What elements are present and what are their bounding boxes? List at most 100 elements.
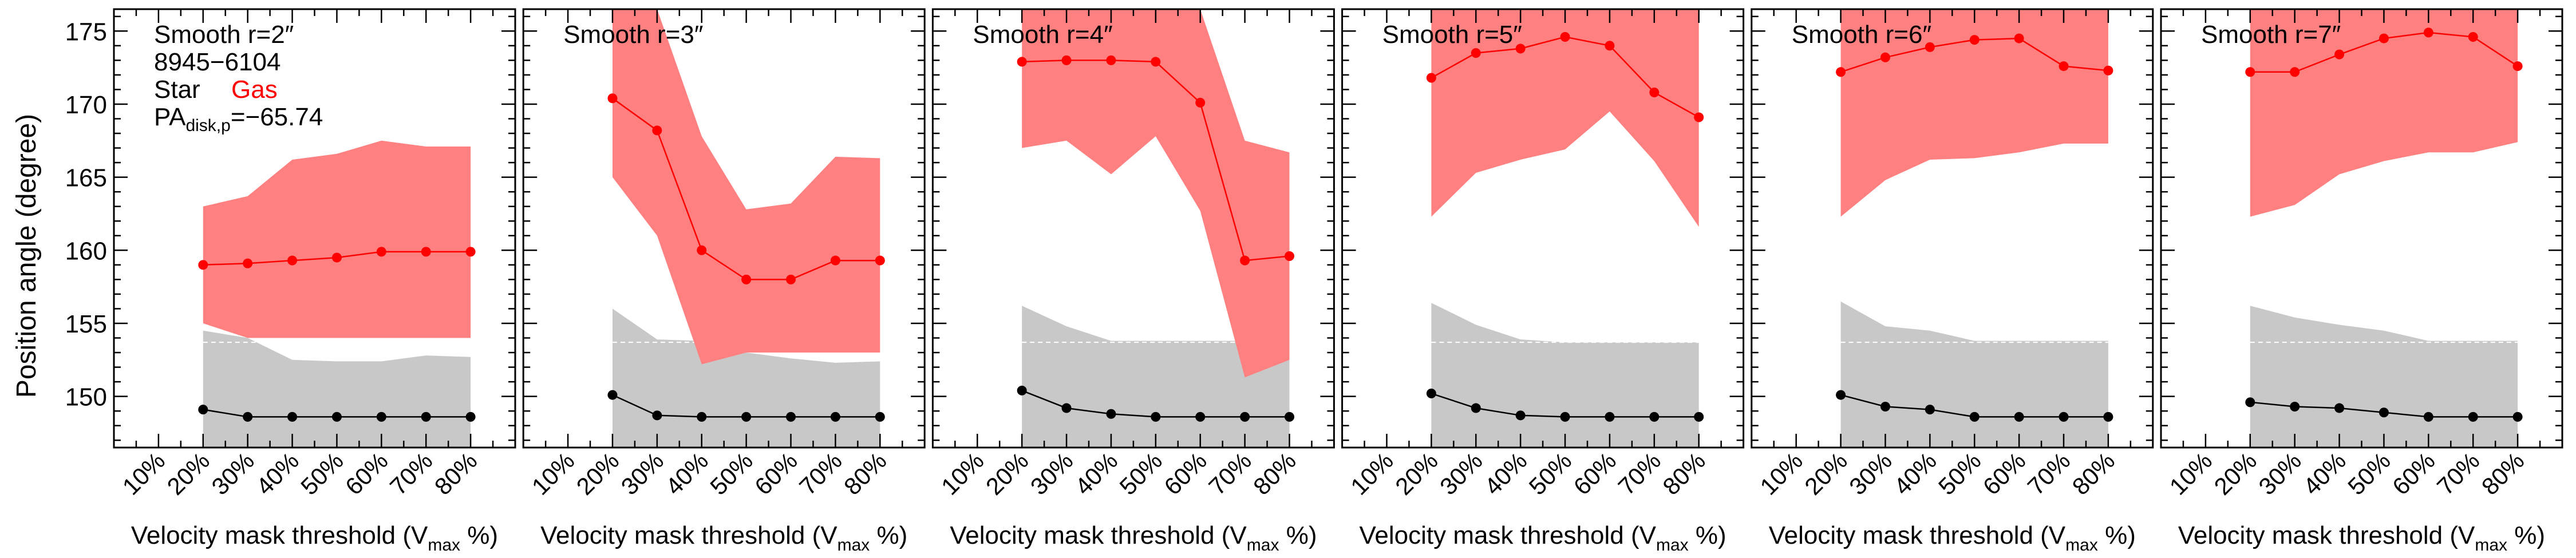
panel-3: 10%20%30%40%50%60%70%80%Velocity mask th… <box>931 8 1335 555</box>
star-point <box>2512 411 2523 422</box>
star-point <box>1151 411 1161 422</box>
star-uncertainty-band <box>1022 306 1290 448</box>
panel-title: Smooth r=4″ <box>973 21 1112 49</box>
gas-point <box>1560 32 1570 42</box>
star-uncertainty-band <box>2250 306 2518 448</box>
star-point <box>1017 385 1027 395</box>
pa-subscript: disk,p <box>185 116 230 135</box>
x-axis-title-tail: %) <box>2098 521 2136 549</box>
star-point <box>2468 411 2478 422</box>
panel-title: Smooth r=2″ <box>154 21 294 49</box>
star-point <box>376 411 386 422</box>
gas-point <box>2379 33 2389 43</box>
y-axis-title: Position angle (degree) <box>11 114 42 398</box>
x-axis-title-main: Velocity mask threshold (V <box>1769 521 2066 549</box>
gas-point <box>1061 55 1072 65</box>
gas-point <box>1836 67 1846 77</box>
star-point <box>1925 405 1935 415</box>
x-axis-title-main: Velocity mask threshold (V <box>2178 521 2475 549</box>
gas-point <box>1195 97 1206 108</box>
star-point <box>875 411 885 422</box>
gas-point <box>1515 43 1526 54</box>
gas-point <box>376 247 386 257</box>
gas-point <box>2512 61 2523 72</box>
star-point <box>741 411 752 422</box>
x-axis-title-tail: %) <box>1279 521 1317 549</box>
x-axis-title: Velocity mask threshold (Vmax %) <box>540 521 907 555</box>
gas-point <box>1151 57 1161 67</box>
panel-title: Smooth r=3″ <box>563 21 703 49</box>
star-point <box>2014 411 2024 422</box>
gas-point <box>2014 33 2024 43</box>
galaxy-id-label: 8945−6104 <box>154 48 280 76</box>
x-axis-title-tail: %) <box>1689 521 1726 549</box>
gas-point <box>1880 52 1890 62</box>
x-axis-title-main: Velocity mask threshold (V <box>540 521 837 549</box>
gas-point <box>1471 48 1481 58</box>
gas-point <box>1694 112 1704 122</box>
gas-point <box>2423 27 2433 38</box>
star-point <box>1061 403 1072 413</box>
legend-star-label: Star <box>154 76 200 104</box>
x-axis-title-main: Velocity mask threshold (V <box>1360 521 1657 549</box>
gas-uncertainty-band <box>1840 9 2108 217</box>
gas-point <box>1240 255 1250 266</box>
panel-title: Smooth r=6″ <box>1792 21 1931 49</box>
x-axis-title: Velocity mask threshold (Vmax %) <box>1769 521 2136 555</box>
x-axis-title-sub: max <box>1247 536 1279 555</box>
star-point <box>1106 409 1116 419</box>
gas-point <box>243 258 253 268</box>
star-point <box>331 411 342 422</box>
y-tick-label: 155 <box>65 310 107 338</box>
gas-point <box>607 93 618 104</box>
gas-point <box>1106 55 1116 65</box>
y-tick-label: 165 <box>65 164 107 192</box>
gas-uncertainty-band <box>203 140 471 338</box>
gas-uncertainty-band <box>2250 9 2518 217</box>
gas-uncertainty-band <box>1431 9 1699 227</box>
star-uncertainty-band <box>1840 301 2108 448</box>
x-axis-title-sub: max <box>1656 536 1689 555</box>
star-point <box>1836 390 1846 400</box>
star-point <box>2245 397 2255 407</box>
pa-value: =−65.74 <box>231 103 323 131</box>
panel-title: Smooth r=5″ <box>1382 21 1522 49</box>
gas-point <box>652 125 662 136</box>
gas-point <box>2334 49 2345 60</box>
gas-point <box>830 255 840 266</box>
gas-point <box>875 255 885 266</box>
x-axis-title-tail: %) <box>870 521 907 549</box>
gas-point <box>1969 35 1980 45</box>
star-point <box>1560 411 1570 422</box>
y-tick-label: 170 <box>65 91 107 119</box>
star-point <box>607 390 618 400</box>
star-point <box>697 411 707 422</box>
x-axis-title-sub: max <box>2065 536 2098 555</box>
gas-uncertainty-band <box>613 9 880 365</box>
x-axis-title-sub: max <box>2475 536 2507 555</box>
gas-point <box>1605 41 1615 51</box>
star-point <box>1969 411 1980 422</box>
x-axis-title: Velocity mask threshold (Vmax %) <box>950 521 1317 555</box>
gas-point <box>741 274 752 284</box>
x-axis-title-tail: %) <box>2507 521 2545 549</box>
star-point <box>2334 403 2345 413</box>
gas-point <box>421 247 431 257</box>
star-point <box>198 405 208 415</box>
star-point <box>1880 402 1890 412</box>
star-point <box>2059 411 2069 422</box>
x-axis-title-main: Velocity mask threshold (V <box>950 521 1247 549</box>
star-point <box>652 410 662 421</box>
star-point <box>465 411 476 422</box>
x-axis-title: Velocity mask threshold (Vmax %) <box>1360 521 1726 555</box>
x-axis-title: Velocity mask threshold (Vmax %) <box>131 521 498 555</box>
star-point <box>287 411 298 422</box>
gas-point <box>331 252 342 263</box>
star-point <box>2290 402 2300 412</box>
gas-point <box>465 247 476 257</box>
star-point <box>243 411 253 422</box>
x-axis-title: Velocity mask threshold (Vmax %) <box>2178 521 2545 555</box>
y-tick-label: 175 <box>65 18 107 46</box>
star-point <box>2423 411 2433 422</box>
